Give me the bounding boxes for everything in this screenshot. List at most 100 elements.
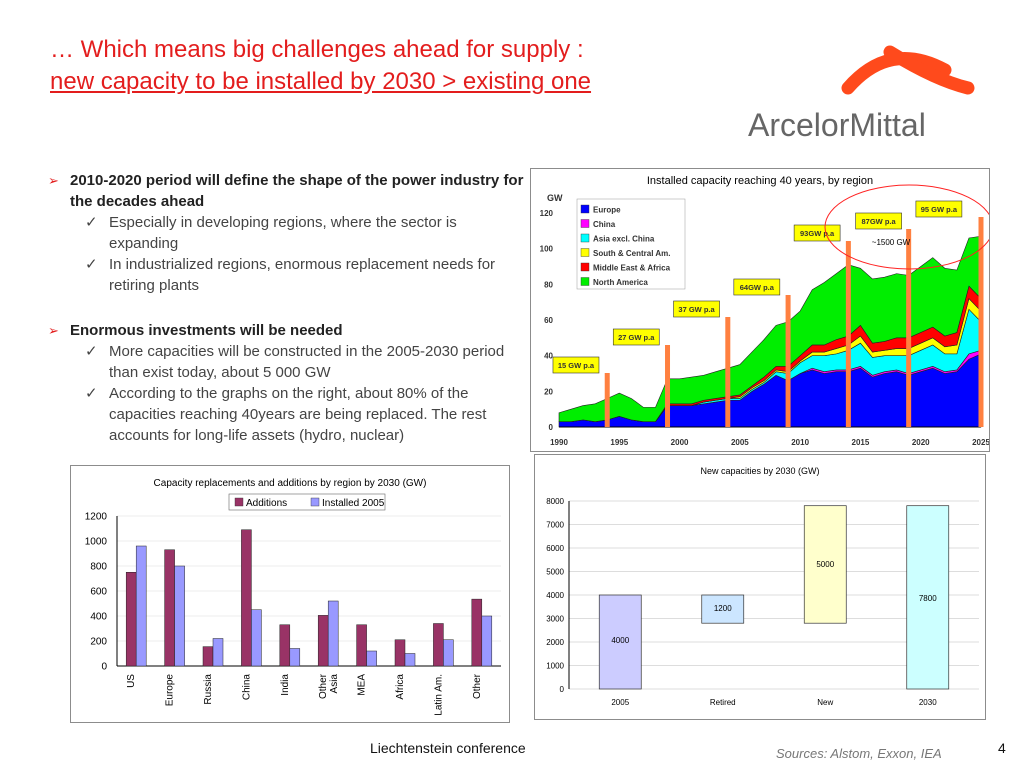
y-tick-label: 1000 xyxy=(85,537,108,548)
x-tick-label: 2030 xyxy=(919,698,937,707)
chart-title: Installed capacity reaching 40 years, by… xyxy=(647,175,873,187)
legend: Europe China Asia excl. China South & Centr… xyxy=(576,198,686,290)
growth-callout xyxy=(733,278,781,296)
sub-bullet-item: ✓ Especially in developing regions, where… xyxy=(85,212,526,254)
y-tick-label: 0 xyxy=(549,423,554,432)
y-tick-label: 8000 xyxy=(546,497,564,506)
sub-bullet-text: Especially in developing regions, where … xyxy=(109,214,457,252)
bar xyxy=(803,505,847,624)
callout-label: 93GW p.a xyxy=(800,229,835,238)
bar xyxy=(212,638,224,667)
trend-bar xyxy=(725,317,731,427)
arrow-bullet-icon: ➢ xyxy=(48,323,59,338)
legend-box xyxy=(228,493,386,511)
bullet-list: ➢ 2010-2020 period will define the shape … xyxy=(48,168,526,446)
growth-callout xyxy=(793,224,841,242)
y-axis-label: GW xyxy=(547,193,563,203)
y-tick-label: 100 xyxy=(540,245,554,254)
chart-title: New capacities by 2030 (GW) xyxy=(700,466,819,476)
callout-label: 87GW p.a xyxy=(862,217,897,226)
legend-entry: Europe xyxy=(593,206,621,215)
sub-bullet-item: ✓ According to the graphs on the right, a… xyxy=(85,383,526,446)
bar xyxy=(906,505,950,690)
callout-label: 95 GW p.a xyxy=(921,205,958,214)
y-tick-label: 1000 xyxy=(546,662,564,671)
x-tick-label: 2005 xyxy=(731,438,749,447)
y-tick-label: 0 xyxy=(560,685,565,694)
sub-bullet-item: ✓ More capacities will be constructed in … xyxy=(85,341,526,383)
legend-entry: Additions xyxy=(246,498,287,509)
bar xyxy=(317,615,329,667)
callout-label: 15 GW p.a xyxy=(558,361,595,370)
trend-bar xyxy=(785,295,791,427)
data-label: 5000 xyxy=(816,560,834,569)
legend-swatch xyxy=(310,497,320,507)
bullet-text: 2010-2020 period will define the shape o… xyxy=(70,172,524,210)
y-tick-label: 5000 xyxy=(546,568,564,577)
y-tick-label: 600 xyxy=(90,587,107,598)
y-tick-label: 6000 xyxy=(546,544,564,553)
y-tick-label: 1200 xyxy=(85,512,108,523)
y-tick-label: 7000 xyxy=(546,521,564,530)
sub-bullet-item: ✓ In industrialized regions, enormous rep… xyxy=(85,254,526,296)
x-tick-label: Latin Am. xyxy=(433,674,444,716)
y-tick-label: 40 xyxy=(544,352,553,361)
y-tick-label: 400 xyxy=(90,612,107,623)
page-number: 4 xyxy=(998,740,1006,756)
growth-callout xyxy=(552,356,600,374)
x-tick-label: 1990 xyxy=(550,438,568,447)
checkmark-icon: ✓ xyxy=(85,256,98,273)
sources-text: Sources: Alstom, Exxon, IEA xyxy=(776,746,942,761)
x-tick-label: India xyxy=(280,674,291,696)
bar xyxy=(598,594,642,690)
bar xyxy=(394,639,406,667)
legend-entry: North America xyxy=(593,278,648,287)
y-tick-label: 2000 xyxy=(546,638,564,647)
logo-text: ArcelorMittal xyxy=(748,107,926,143)
legend-entry: Asia excl. China xyxy=(593,235,655,244)
chart-installed-capacity: Installed capacity reaching 40 years, by… xyxy=(530,168,994,452)
bullet-text: Enormous investments will be needed xyxy=(70,322,343,339)
bullet-item: ➢ 2010-2020 period will define the shape … xyxy=(48,170,526,212)
trend-bar xyxy=(665,345,671,427)
waterfall-chart: New capacities by 2030 (GW) 0 1000 2000 3000… xyxy=(546,466,979,707)
legend-swatch xyxy=(580,204,590,214)
legend-swatch xyxy=(580,277,590,286)
highlight-annotation: ~1500 GW xyxy=(872,238,911,247)
legend-box xyxy=(576,198,686,290)
x-tick-label: 2005 xyxy=(611,698,629,707)
bar xyxy=(433,623,444,667)
callout-label: 37 GW p.a xyxy=(678,305,715,314)
x-tick-label: 2020 xyxy=(912,438,930,447)
bar xyxy=(125,572,137,667)
data-label: 1200 xyxy=(714,604,732,613)
x-tick-label: Asia xyxy=(329,674,340,694)
slide-title: … Which means big challenges ahead for s… xyxy=(50,34,750,98)
bar xyxy=(404,653,416,667)
x-tick-label: 1995 xyxy=(610,438,628,447)
bar xyxy=(701,594,745,624)
bar xyxy=(366,650,377,667)
x-tick-label: Africa xyxy=(395,674,406,700)
title-line-2: new capacity to be installed by 2030 > e… xyxy=(50,68,592,95)
bar xyxy=(251,609,262,667)
x-tick-label: 2000 xyxy=(671,438,689,447)
x-tick-label: Europe xyxy=(165,674,176,707)
chart-new-capacities: New capacities by 2030 (GW) 0 1000 2000 3000… xyxy=(534,454,986,720)
chart-title: Capacity replacements and additions by r… xyxy=(154,478,427,489)
x-tick-label: MEA xyxy=(357,674,368,696)
chart-replacements-additions: Capacity replacements and additions by r… xyxy=(70,465,510,723)
sub-bullet-text: According to the graphs on the right, ab… xyxy=(109,385,487,444)
arrow-bullet-icon: ➢ xyxy=(48,173,59,188)
legend-swatch xyxy=(234,497,244,507)
trend-bar xyxy=(845,241,851,427)
x-tick-label: 2010 xyxy=(791,438,809,447)
sub-bullet-text: In industrialized regions, enormous repl… xyxy=(109,256,496,294)
bar xyxy=(289,648,301,667)
y-tick-label: 800 xyxy=(90,562,107,573)
x-tick-label: US xyxy=(126,674,137,688)
bar xyxy=(327,600,339,667)
bar xyxy=(164,549,175,667)
legend: Additions Installed 2005 xyxy=(228,493,386,511)
bar xyxy=(471,598,483,667)
